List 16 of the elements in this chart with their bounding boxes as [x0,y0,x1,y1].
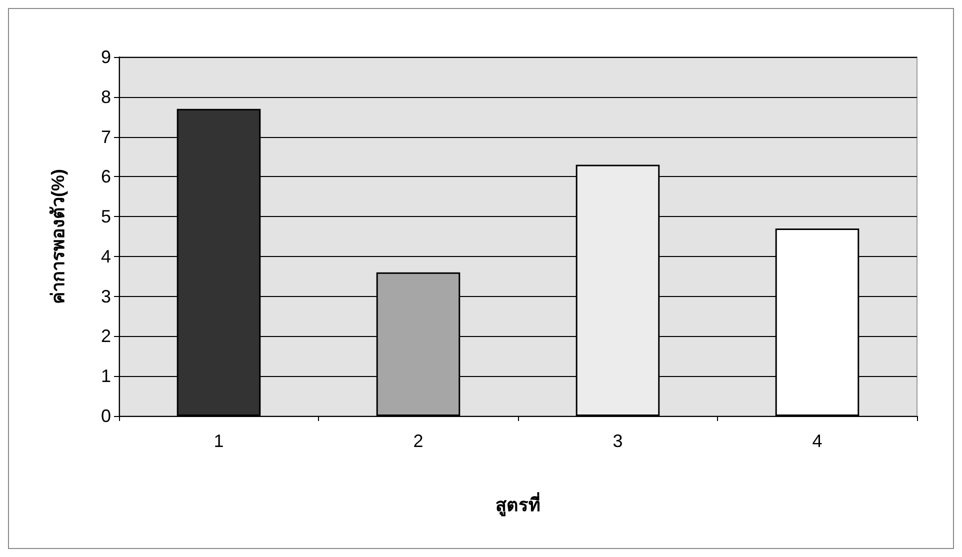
y-tick-label: 8 [100,86,111,107]
y-tick-label: 5 [100,206,111,227]
x-tick-label: 3 [612,431,623,451]
y-tick-label: 4 [100,246,111,266]
y-tick-label: 6 [100,166,111,187]
x-tick-label: 1 [214,431,224,451]
y-tick-label: 2 [100,326,111,346]
y-axis-title: ค่าการพองตัว(%) [48,169,68,304]
y-tick-label: 3 [100,286,111,306]
y-tick-label: 1 [100,366,111,386]
x-axis-title: สูตรที่ [496,492,540,517]
x-tick-label: 2 [413,431,424,451]
y-tick-label: 7 [100,126,111,147]
x-tick-label: 4 [812,431,822,451]
y-tick-label: 9 [100,47,111,67]
y-tick-label: 0 [100,406,111,426]
